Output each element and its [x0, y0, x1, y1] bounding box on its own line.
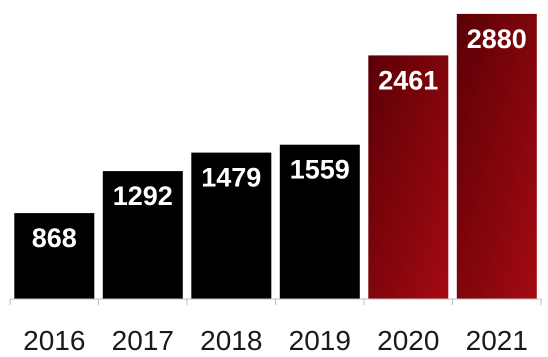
x-tick-labels-group: 2016 2017 2018 2019 2020 2021	[23, 325, 528, 356]
value-label-2021: 2880	[467, 24, 527, 54]
bar-2016	[14, 213, 95, 299]
value-label-2018: 1479	[201, 163, 261, 193]
bar-2018	[191, 152, 272, 299]
tick-label-2018: 2018	[200, 325, 262, 356]
value-labels-group: 868 1292 1479 1559 2461 2880	[32, 24, 527, 253]
bar-2020	[368, 55, 449, 300]
value-label-2016: 868	[32, 223, 77, 253]
value-label-2020: 2461	[378, 65, 438, 95]
tick-label-2016: 2016	[23, 325, 85, 356]
tick-label-2020: 2020	[377, 325, 439, 356]
bar-2019	[279, 144, 360, 299]
tick-label-2019: 2019	[289, 325, 351, 356]
bar-2017	[102, 171, 183, 299]
x-axis	[9, 298, 542, 305]
tick-label-2021: 2021	[466, 325, 528, 356]
value-label-2017: 1292	[113, 181, 173, 211]
bar-2021	[456, 13, 537, 300]
bars-group	[14, 13, 537, 300]
tick-label-2017: 2017	[112, 325, 174, 356]
value-label-2019: 1559	[290, 155, 350, 185]
